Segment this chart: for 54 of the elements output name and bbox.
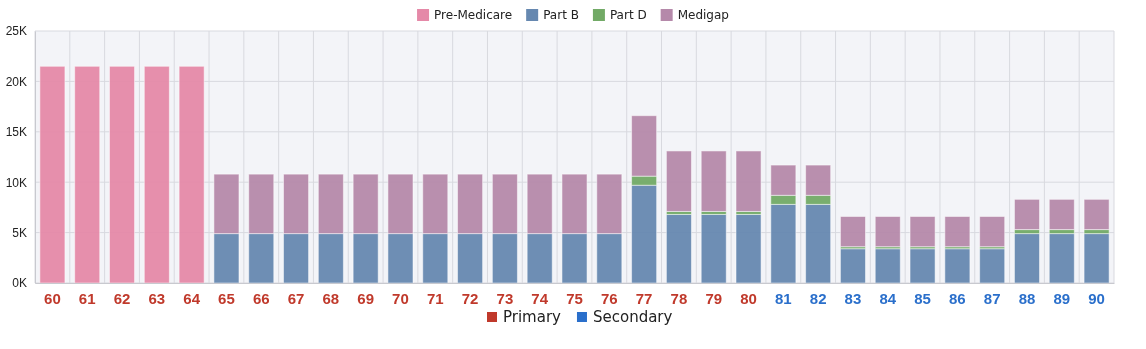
y-tick-label: 5K <box>12 225 27 240</box>
x-tick-label: 81 <box>774 289 792 307</box>
x-tick-label: 88 <box>1018 289 1036 307</box>
bar <box>874 215 901 248</box>
legend-label: Pre-Medicare <box>434 8 513 22</box>
x-tick-label: 77 <box>635 289 653 307</box>
y-tick-label: 0K <box>12 276 27 291</box>
text: Primary <box>503 308 562 326</box>
x-tick-label: 86 <box>949 289 966 307</box>
x-tick-label: 87 <box>983 289 1001 307</box>
x-tick-label: 69 <box>357 289 375 307</box>
x-tick-label: 62 <box>113 289 131 307</box>
x-tick-label: 71 <box>426 289 444 307</box>
bar <box>944 215 971 248</box>
x-tick-label: 60 <box>44 289 61 307</box>
bar <box>909 215 936 248</box>
x-tick-label: 80 <box>740 289 757 307</box>
bar <box>735 150 762 212</box>
x-tick-label: 89 <box>1053 289 1071 307</box>
bar <box>700 150 727 212</box>
x-tick-label: 66 <box>252 289 270 307</box>
x-tick-label: 82 <box>809 289 827 307</box>
bar <box>839 215 866 248</box>
y-tick-label: 10K <box>5 175 27 190</box>
text: Secondary <box>592 308 673 326</box>
bar <box>665 150 692 212</box>
x-tick-label: 78 <box>670 289 688 307</box>
bar <box>979 215 1006 248</box>
bar <box>1048 198 1075 231</box>
x-tick-label: 67 <box>287 289 305 307</box>
x-tick-label: 72 <box>461 289 479 307</box>
x-tick-label: 65 <box>218 289 235 307</box>
x-tick-label: 61 <box>78 289 96 307</box>
x-tick-label: 64 <box>183 289 201 307</box>
bar <box>1013 198 1041 231</box>
x-tick-label: 70 <box>392 289 409 307</box>
bar <box>1083 198 1110 231</box>
y-tick-label: 20K <box>5 74 27 89</box>
x-tick-label: 83 <box>844 289 862 307</box>
x-tick-label: 79 <box>705 289 723 307</box>
x-tick-label: 68 <box>322 289 340 307</box>
legend-label: Part B <box>543 8 579 22</box>
x-tick-label: 73 <box>496 289 514 307</box>
x-tick-label: 63 <box>148 289 166 307</box>
x-tick-label: 85 <box>914 289 931 307</box>
x-tick-label: 90 <box>1088 289 1105 307</box>
y-tick-label: 25K <box>5 24 27 39</box>
x-tick-label: 84 <box>879 289 897 307</box>
x-tick-label: 76 <box>600 289 618 307</box>
x-tick-label: 74 <box>531 289 549 307</box>
y-tick-label: 15K <box>5 125 27 140</box>
x-tick-label: 75 <box>566 289 583 307</box>
legend-label: Medigap <box>677 8 729 22</box>
legend-label: Part D <box>609 8 647 22</box>
